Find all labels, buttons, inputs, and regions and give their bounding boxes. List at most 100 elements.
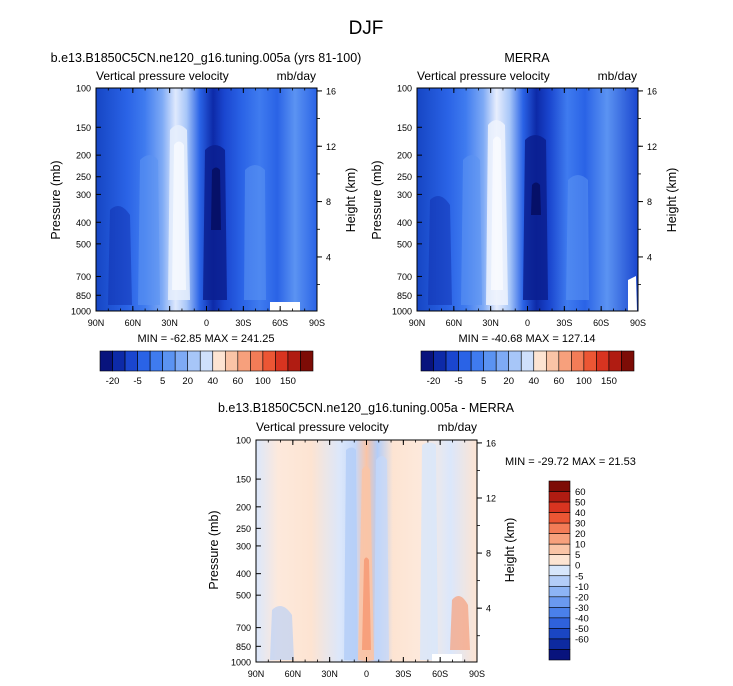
y-tick-label: 300 [397, 190, 412, 200]
field-feature [461, 155, 482, 305]
colorbar-label: -30 [575, 603, 589, 614]
colorbar-swatch [548, 649, 571, 661]
y-tick-label: 700 [397, 272, 412, 282]
y2-tick-label: 12 [486, 493, 496, 503]
y2-tick-label: 4 [326, 252, 331, 262]
y-tick-label: 100 [236, 436, 251, 446]
colorbar-swatch [300, 350, 314, 372]
y-tick-label: 850 [76, 291, 91, 301]
panel-title: b.e13.B1850C5CN.ne120_g16.tuning.005a (y… [51, 51, 362, 65]
colorbar-label: 100 [576, 376, 592, 387]
y-tick-label: 250 [236, 524, 251, 534]
colorbar-label: -40 [575, 613, 589, 624]
colorbar-swatch [548, 512, 571, 524]
colorbar-label: -60 [575, 634, 589, 645]
colorbar-swatch [548, 638, 571, 650]
colorbar-label: -20 [575, 592, 589, 603]
y-tick-label: 400 [76, 218, 91, 228]
min-max-stats: MIN = -62.85 MAX = 241.25 [138, 333, 275, 345]
plot-area [255, 439, 478, 663]
colorbar-swatch [548, 575, 571, 587]
y-tick-label: 500 [236, 591, 251, 601]
y-tick-label: 400 [236, 569, 251, 579]
field-feature [491, 136, 503, 290]
colorbar-swatch [162, 350, 176, 372]
y2-axis-label: Height (km) [503, 518, 517, 583]
field-feature [523, 135, 548, 300]
panel-title: MERRA [504, 51, 550, 65]
colorbar-swatch [596, 350, 610, 372]
x-tick-label: 90N [88, 318, 105, 328]
field-feature [428, 196, 452, 305]
panel-left-label: Vertical pressure velocity [417, 69, 550, 83]
colorbar-swatch [548, 564, 571, 577]
colorbar-swatch [548, 617, 571, 629]
field-feature [270, 606, 294, 660]
x-tick-label: 60S [432, 669, 448, 679]
y-tick-label: 250 [76, 172, 91, 182]
y-tick-label: 200 [236, 502, 251, 512]
field-feature [138, 155, 160, 305]
y-tick-label: 850 [236, 642, 251, 652]
colorbar-swatch [548, 501, 571, 513]
colorbar-swatch [608, 350, 622, 372]
colorbar-swatch [621, 350, 635, 372]
x-tick-label: 30S [235, 318, 251, 328]
y-axis-label: Pressure (mb) [370, 160, 384, 239]
panel-right-label: mb/day [277, 69, 316, 83]
y2-tick-label: 8 [486, 549, 491, 559]
panel-model: b.e13.B1850C5CN.ne120_g16.tuning.005a (y… [49, 51, 361, 345]
y-tick-label: 200 [76, 151, 91, 161]
colorbar-swatch [433, 350, 447, 372]
colorbar-swatch [124, 350, 138, 372]
colorbar-label: 50 [575, 498, 586, 509]
y2-axis-label: Height (km) [344, 168, 358, 233]
colorbar-swatch [275, 350, 289, 372]
colorbar-label: 60 [233, 376, 244, 387]
colorbar-merra: -20 -5 5 20 40 60 100 150 [420, 350, 635, 387]
colorbar-swatch [548, 607, 571, 619]
x-tick-label: 30N [161, 318, 178, 328]
y-tick-label: 500 [76, 239, 91, 249]
colorbar-swatch [483, 350, 497, 372]
panel-title: b.e13.B1850C5CN.ne120_g16.tuning.005a - … [218, 401, 515, 415]
y-axis-label: Pressure (mb) [207, 510, 221, 589]
colorbar-swatch [548, 480, 571, 492]
field-feature [244, 165, 266, 300]
colorbar-label: 100 [255, 376, 271, 387]
y2-tick-label: 16 [486, 438, 496, 448]
panel-difference: b.e13.B1850C5CN.ne120_g16.tuning.005a - … [207, 401, 636, 679]
panel-left-label: Vertical pressure velocity [256, 420, 389, 434]
y-tick-label: 300 [76, 190, 91, 200]
colorbar-swatch [548, 628, 571, 640]
missing-data-patch [432, 654, 462, 662]
colorbar-swatch [548, 533, 571, 545]
x-tick-label: 90S [630, 318, 646, 328]
colorbar-label: 20 [575, 529, 586, 540]
y-tick-label: 1000 [392, 307, 412, 317]
colorbar-label: -10 [575, 582, 589, 593]
colorbar-swatch [548, 522, 571, 534]
colorbar-label: 40 [575, 508, 586, 519]
colorbar-swatch [187, 350, 201, 372]
x-tick-label: 60N [125, 318, 142, 328]
panel-right-label: mb/day [438, 420, 477, 434]
panel-right-label: mb/day [598, 69, 637, 83]
colorbar-swatch [571, 350, 585, 372]
colorbar-label: 60 [554, 376, 565, 387]
y-tick-label: 150 [397, 123, 412, 133]
field-feature [211, 167, 221, 230]
x-tick-label: 90S [469, 669, 485, 679]
x-tick-label: 90N [409, 318, 426, 328]
colorbar-swatch [548, 543, 571, 556]
colorbar-label: 150 [280, 376, 296, 387]
colorbar-label: 5 [481, 376, 486, 387]
panel-left-label: Vertical pressure velocity [96, 69, 229, 83]
x-tick-label: 30N [482, 318, 499, 328]
colorbar-swatch [458, 350, 472, 372]
y-tick-label: 700 [76, 272, 91, 282]
plot-area [416, 87, 639, 312]
y-tick-label: 1000 [231, 658, 251, 668]
x-tick-label: 30S [556, 318, 572, 328]
colorbar-label: -50 [575, 624, 589, 635]
